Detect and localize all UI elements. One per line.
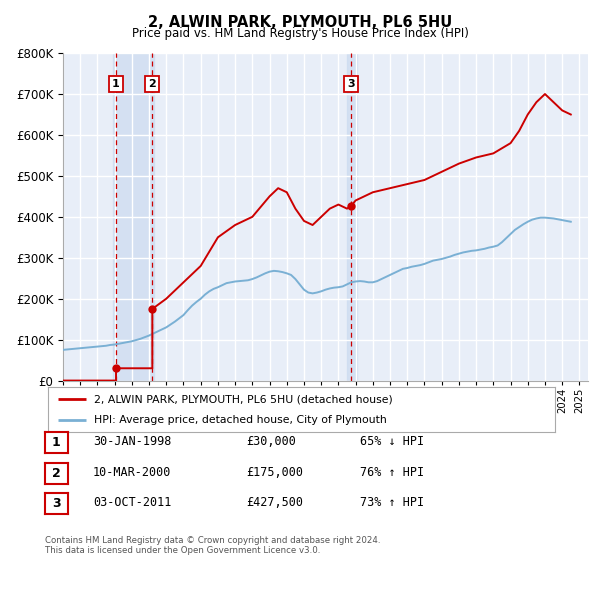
Text: 2, ALWIN PARK, PLYMOUTH, PL6 5HU: 2, ALWIN PARK, PLYMOUTH, PL6 5HU <box>148 15 452 30</box>
Text: 2: 2 <box>148 79 156 89</box>
Text: Contains HM Land Registry data © Crown copyright and database right 2024.: Contains HM Land Registry data © Crown c… <box>45 536 380 545</box>
Text: This data is licensed under the Open Government Licence v3.0.: This data is licensed under the Open Gov… <box>45 546 320 555</box>
Text: £175,000: £175,000 <box>246 466 303 478</box>
Text: £427,500: £427,500 <box>246 496 303 509</box>
Text: £30,000: £30,000 <box>246 435 296 448</box>
Text: 76% ↑ HPI: 76% ↑ HPI <box>360 466 424 478</box>
Text: 2: 2 <box>52 467 61 480</box>
Bar <box>347 53 358 381</box>
Text: 3: 3 <box>347 79 355 89</box>
Text: 65% ↓ HPI: 65% ↓ HPI <box>360 435 424 448</box>
Text: 10-MAR-2000: 10-MAR-2000 <box>93 466 172 478</box>
Text: Price paid vs. HM Land Registry's House Price Index (HPI): Price paid vs. HM Land Registry's House … <box>131 27 469 40</box>
Bar <box>113 53 154 381</box>
Text: 2, ALWIN PARK, PLYMOUTH, PL6 5HU (detached house): 2, ALWIN PARK, PLYMOUTH, PL6 5HU (detach… <box>94 394 392 404</box>
Text: 1: 1 <box>112 79 120 89</box>
Text: HPI: Average price, detached house, City of Plymouth: HPI: Average price, detached house, City… <box>94 415 386 425</box>
Text: 30-JAN-1998: 30-JAN-1998 <box>93 435 172 448</box>
Text: 03-OCT-2011: 03-OCT-2011 <box>93 496 172 509</box>
Text: 1: 1 <box>52 436 61 449</box>
Text: 73% ↑ HPI: 73% ↑ HPI <box>360 496 424 509</box>
Text: 3: 3 <box>52 497 61 510</box>
